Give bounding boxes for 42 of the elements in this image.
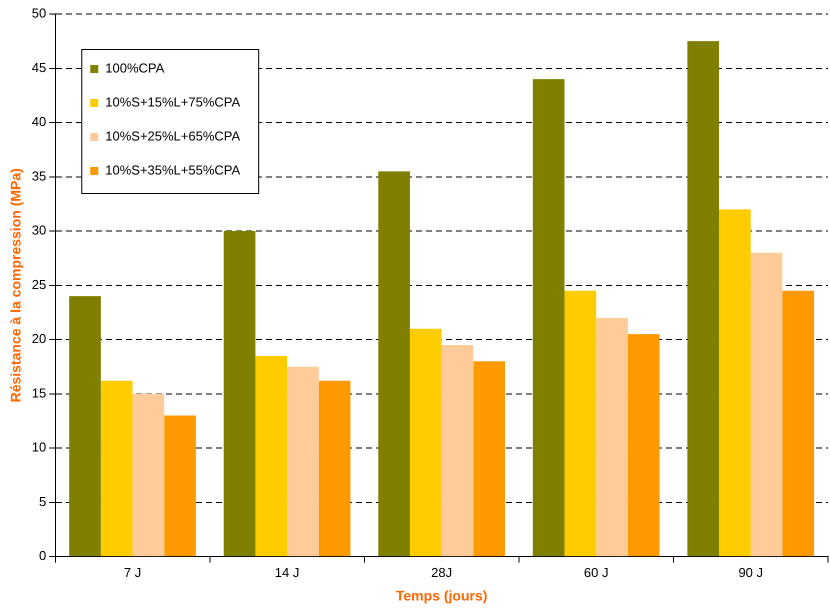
- bar: [378, 171, 410, 556]
- bar: [224, 231, 256, 556]
- y-tick-label: 50: [32, 6, 46, 21]
- y-tick-label: 45: [32, 60, 46, 75]
- x-tick-label: 60 J: [584, 564, 608, 580]
- bar: [255, 356, 288, 556]
- y-tick-label: 20: [32, 331, 46, 346]
- bar: [719, 209, 751, 556]
- y-tick-label: 5: [39, 494, 46, 509]
- x-tick-label: 90 J: [738, 564, 764, 580]
- y-tick-label: 0: [39, 548, 46, 564]
- bar: [596, 318, 628, 556]
- x-tick-label: 14 J: [274, 564, 300, 580]
- legend-label: 10%S+15%L+75%CPA: [105, 94, 240, 110]
- y-tick-label: 35: [32, 168, 46, 184]
- bar: [132, 394, 164, 556]
- x-axis-title: Temps (jours): [396, 587, 488, 604]
- bar: [750, 252, 782, 556]
- bar: [628, 334, 660, 556]
- x-tick-label: 7 J: [124, 564, 142, 580]
- bar: [473, 361, 505, 556]
- y-tick-label: 25: [32, 276, 46, 292]
- y-tick-label: 40: [32, 114, 46, 130]
- y-tick-label: 15: [32, 385, 46, 400]
- bar: [532, 79, 564, 556]
- y-axis-title: Résistance à la compression (MPa): [7, 168, 24, 402]
- legend-label: 10%S+25%L+65%CPA: [105, 128, 240, 144]
- bar: [69, 296, 101, 556]
- legend-label: 100%CPA: [105, 60, 165, 76]
- bar: [687, 41, 720, 556]
- bar: [564, 290, 596, 556]
- y-tick-label: 30: [32, 222, 46, 238]
- legend-label: 10%S+35%L+55%CPA: [105, 162, 240, 178]
- y-tick-label: 10: [32, 440, 46, 455]
- x-tick-label: 28J: [431, 564, 452, 580]
- bar: [287, 366, 319, 556]
- bar: [100, 380, 133, 556]
- bar: [782, 290, 814, 556]
- bar: [164, 416, 196, 556]
- bar: [442, 344, 474, 556]
- bar: [318, 380, 350, 556]
- bar: [410, 328, 442, 556]
